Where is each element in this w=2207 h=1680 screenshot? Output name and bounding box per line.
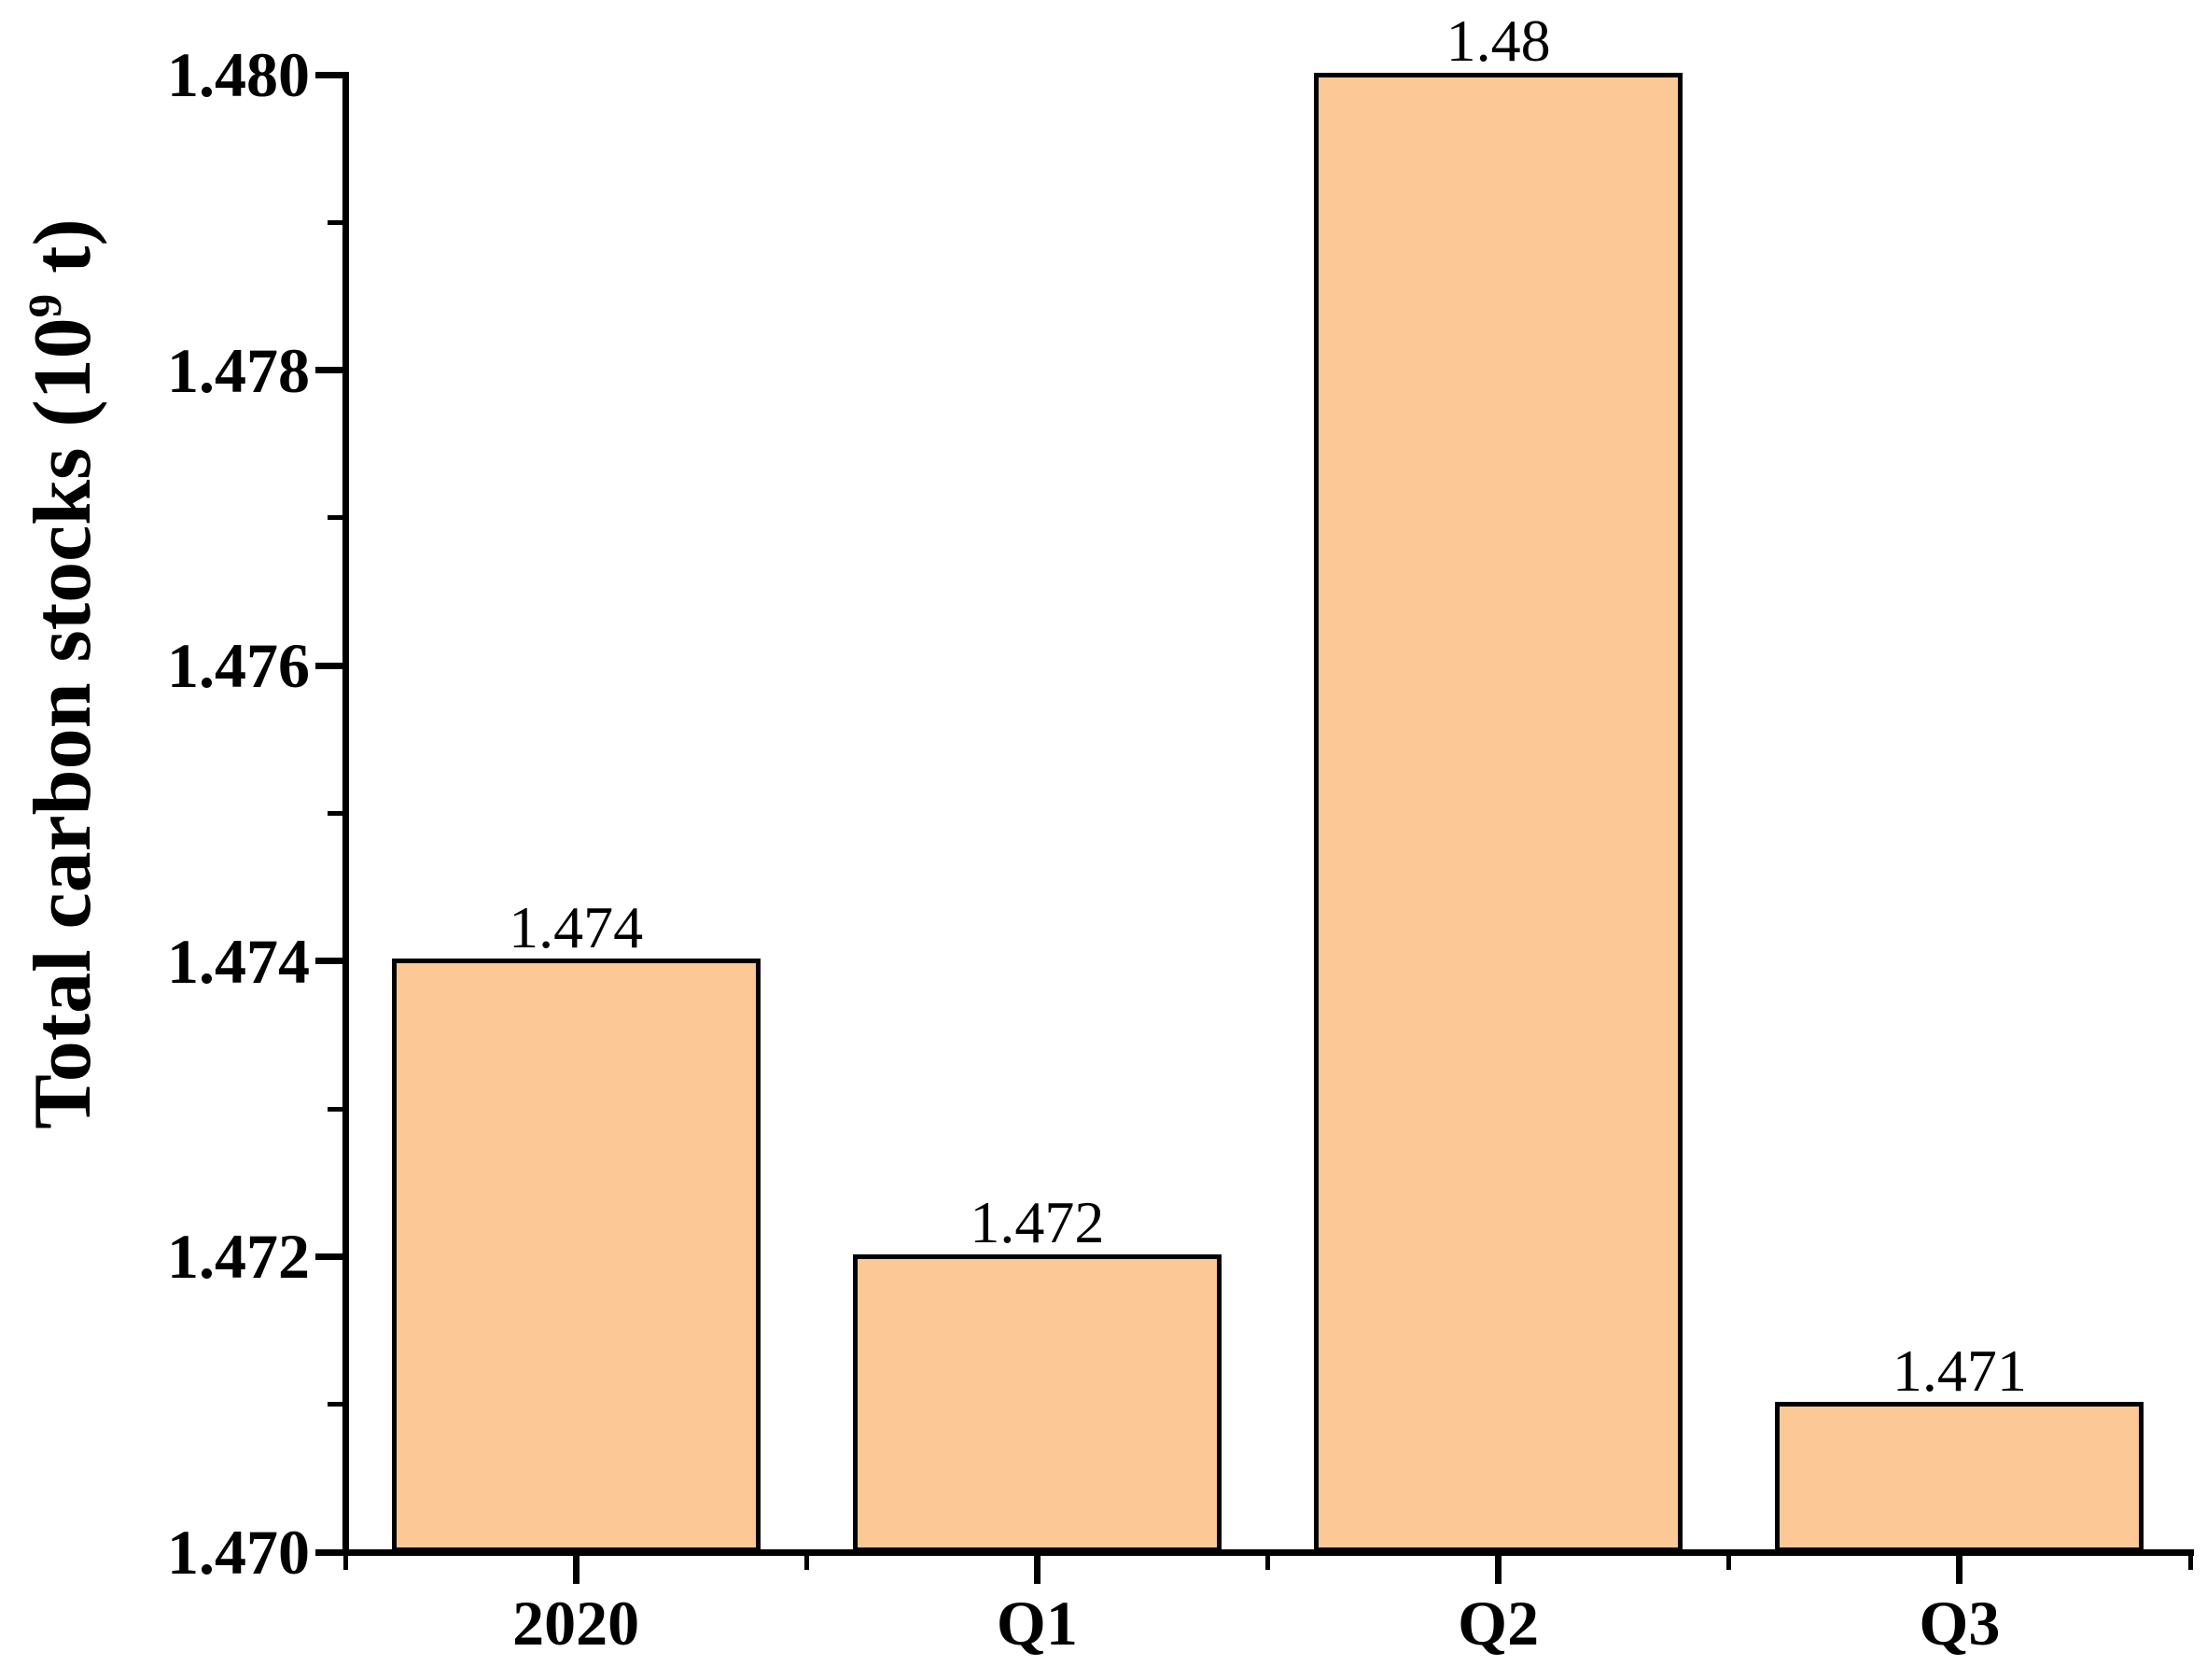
y-tick-label: 1.470 <box>167 1517 310 1588</box>
x-minor-tick <box>342 1555 348 1570</box>
bar <box>391 959 761 1552</box>
y-axis-spine <box>342 71 349 1556</box>
x-minor-tick <box>2187 1555 2193 1570</box>
y-major-tick <box>315 1253 343 1260</box>
y-major-tick <box>315 662 343 669</box>
y-major-tick <box>315 958 343 965</box>
x-major-tick <box>1033 1555 1041 1584</box>
x-minor-tick <box>1726 1555 1732 1570</box>
x-category-label: Q3 <box>1919 1588 2001 1659</box>
bar <box>1314 72 1683 1552</box>
x-axis-line <box>342 1548 2194 1556</box>
y-tick-label: 1.476 <box>167 630 310 702</box>
bar-value-label: 1.471 <box>1892 1337 2027 1404</box>
y-major-tick <box>315 71 343 78</box>
y-minor-tick <box>328 515 343 521</box>
bar <box>1775 1402 2144 1552</box>
x-minor-tick <box>803 1555 809 1570</box>
bar-value-label: 1.474 <box>509 893 644 960</box>
y-tick-label: 1.478 <box>167 334 310 406</box>
bar <box>852 1253 1222 1552</box>
x-category-label: Q1 <box>996 1588 1078 1659</box>
y-tick-label: 1.474 <box>167 925 310 997</box>
bar-value-label: 1.48 <box>1446 7 1551 74</box>
bar-value-label: 1.472 <box>970 1189 1105 1256</box>
x-category-label: 2020 <box>512 1588 640 1659</box>
y-tick-label: 1.472 <box>167 1221 310 1293</box>
y-minor-tick <box>328 1402 343 1407</box>
x-major-tick <box>1495 1555 1502 1584</box>
y-major-tick <box>315 1548 343 1556</box>
y-minor-tick <box>328 219 343 225</box>
y-major-tick <box>315 367 343 374</box>
x-minor-tick <box>1265 1555 1270 1570</box>
x-category-label: Q2 <box>1458 1588 1540 1659</box>
y-minor-tick <box>328 1106 343 1112</box>
x-major-tick <box>1956 1555 1963 1584</box>
x-major-tick <box>572 1555 580 1584</box>
y-tick-label: 1.480 <box>167 39 310 110</box>
y-minor-tick <box>328 811 343 816</box>
